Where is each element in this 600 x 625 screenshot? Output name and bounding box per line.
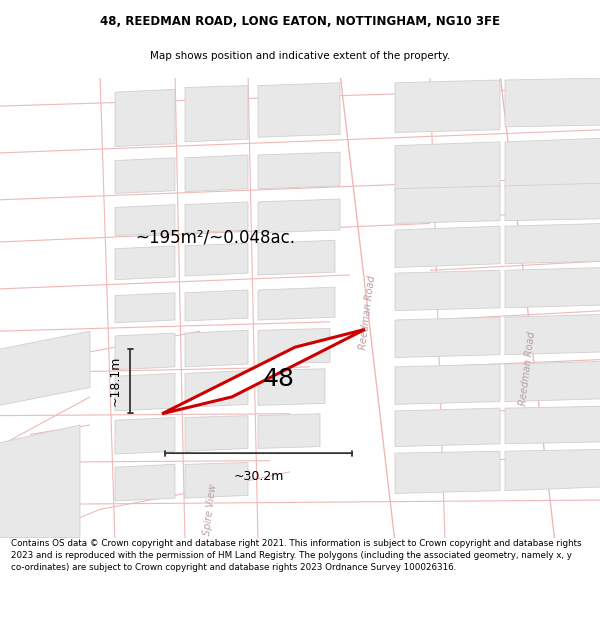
Polygon shape (115, 292, 175, 322)
Polygon shape (185, 371, 248, 408)
Polygon shape (185, 155, 248, 191)
Polygon shape (115, 418, 175, 454)
Text: Map shows position and indicative extent of the property.: Map shows position and indicative extent… (150, 51, 450, 61)
Polygon shape (505, 268, 600, 308)
Polygon shape (395, 451, 500, 494)
Polygon shape (185, 416, 248, 451)
Text: Contains OS data © Crown copyright and database right 2021. This information is : Contains OS data © Crown copyright and d… (11, 539, 581, 572)
Polygon shape (505, 449, 600, 491)
Polygon shape (505, 223, 600, 264)
Polygon shape (395, 80, 500, 132)
Polygon shape (258, 288, 335, 320)
Text: Reedman Road: Reedman Road (518, 331, 538, 406)
Polygon shape (185, 290, 248, 321)
Polygon shape (258, 82, 340, 137)
Polygon shape (0, 425, 80, 538)
Text: Reedman Road: Reedman Road (358, 275, 377, 350)
Text: Spire View: Spire View (202, 483, 218, 536)
Polygon shape (395, 186, 500, 223)
Polygon shape (162, 329, 365, 414)
Polygon shape (505, 138, 600, 189)
Polygon shape (258, 369, 325, 406)
Polygon shape (395, 142, 500, 192)
Polygon shape (395, 364, 500, 404)
Polygon shape (395, 226, 500, 268)
Polygon shape (185, 86, 248, 142)
Text: ~195m²/~0.048ac.: ~195m²/~0.048ac. (135, 229, 295, 246)
Polygon shape (258, 152, 340, 189)
Polygon shape (185, 202, 248, 232)
Polygon shape (258, 199, 340, 232)
Text: 48: 48 (263, 368, 295, 391)
Polygon shape (115, 158, 175, 194)
Polygon shape (258, 414, 320, 449)
Polygon shape (185, 462, 248, 498)
Polygon shape (185, 243, 248, 276)
Polygon shape (115, 205, 175, 236)
Polygon shape (115, 374, 175, 411)
Text: ~18.1m: ~18.1m (109, 356, 122, 406)
Polygon shape (115, 464, 175, 501)
Polygon shape (505, 361, 600, 402)
Polygon shape (258, 329, 330, 364)
Text: ~30.2m: ~30.2m (233, 470, 284, 483)
Polygon shape (505, 183, 600, 221)
Polygon shape (258, 240, 335, 275)
Polygon shape (115, 89, 175, 146)
Polygon shape (505, 314, 600, 355)
Polygon shape (395, 270, 500, 311)
Polygon shape (395, 317, 500, 357)
Text: 48, REEDMAN ROAD, LONG EATON, NOTTINGHAM, NG10 3FE: 48, REEDMAN ROAD, LONG EATON, NOTTINGHAM… (100, 16, 500, 28)
Polygon shape (0, 331, 90, 406)
Polygon shape (395, 408, 500, 447)
Polygon shape (505, 78, 600, 127)
Polygon shape (505, 406, 600, 444)
Polygon shape (115, 246, 175, 280)
Polygon shape (185, 330, 248, 367)
Polygon shape (115, 333, 175, 370)
